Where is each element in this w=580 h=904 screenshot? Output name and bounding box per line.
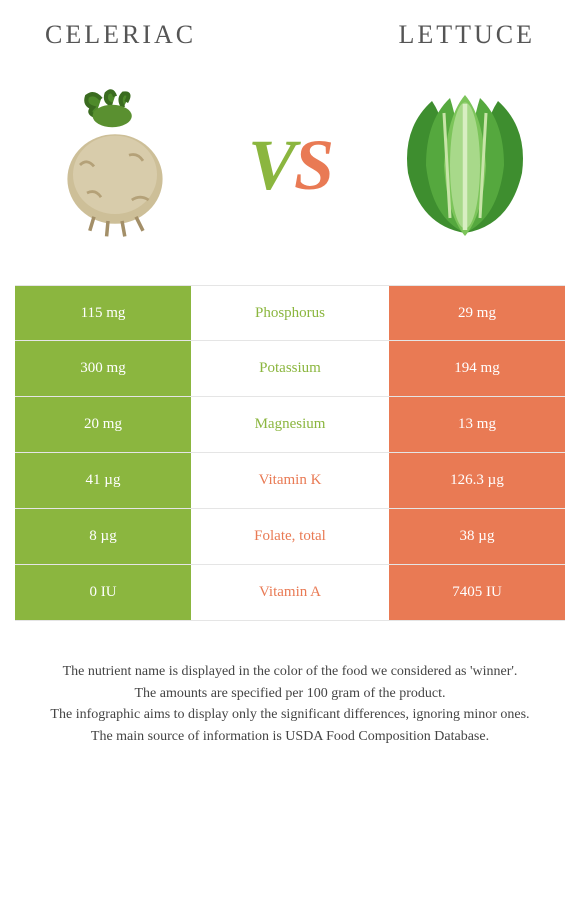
vs-v-letter: V: [248, 125, 294, 205]
images-row: VS: [15, 75, 565, 255]
table-row: 0 IUVitamin A7405 IU: [15, 565, 565, 621]
cell-right-value: 13 mg: [389, 397, 565, 452]
cell-left-value: 8 µg: [15, 509, 191, 564]
cell-right-value: 29 mg: [389, 286, 565, 340]
table-row: 115 mgPhosphorus29 mg: [15, 285, 565, 341]
footnote-line: The amounts are specified per 100 gram o…: [25, 683, 555, 705]
vs-s-letter: S: [294, 125, 332, 205]
lettuce-image: [390, 85, 540, 245]
cell-nutrient-label: Magnesium: [191, 397, 389, 452]
food-left-title: CELERIAC: [45, 20, 196, 50]
cell-nutrient-label: Phosphorus: [191, 286, 389, 340]
cell-right-value: 38 µg: [389, 509, 565, 564]
table-row: 8 µgFolate, total38 µg: [15, 509, 565, 565]
cell-left-value: 41 µg: [15, 453, 191, 508]
footnotes: The nutrient name is displayed in the co…: [15, 661, 565, 748]
cell-right-value: 194 mg: [389, 341, 565, 396]
nutrient-table: 115 mgPhosphorus29 mg300 mgPotassium194 …: [15, 285, 565, 621]
table-row: 20 mgMagnesium13 mg: [15, 397, 565, 453]
table-row: 300 mgPotassium194 mg: [15, 341, 565, 397]
cell-left-value: 20 mg: [15, 397, 191, 452]
food-right-title: LETTUCE: [398, 20, 535, 50]
header-row: CELERIAC LETTUCE: [15, 20, 565, 50]
vs-label: VS: [248, 124, 332, 207]
cell-left-value: 115 mg: [15, 286, 191, 340]
cell-right-value: 126.3 µg: [389, 453, 565, 508]
celeriac-image: [40, 85, 190, 245]
cell-nutrient-label: Vitamin K: [191, 453, 389, 508]
cell-right-value: 7405 IU: [389, 565, 565, 620]
cell-nutrient-label: Potassium: [191, 341, 389, 396]
footnote-line: The infographic aims to display only the…: [25, 704, 555, 726]
cell-nutrient-label: Folate, total: [191, 509, 389, 564]
footnote-line: The main source of information is USDA F…: [25, 726, 555, 748]
cell-left-value: 0 IU: [15, 565, 191, 620]
footnote-line: The nutrient name is displayed in the co…: [25, 661, 555, 683]
cell-left-value: 300 mg: [15, 341, 191, 396]
cell-nutrient-label: Vitamin A: [191, 565, 389, 620]
table-row: 41 µgVitamin K126.3 µg: [15, 453, 565, 509]
